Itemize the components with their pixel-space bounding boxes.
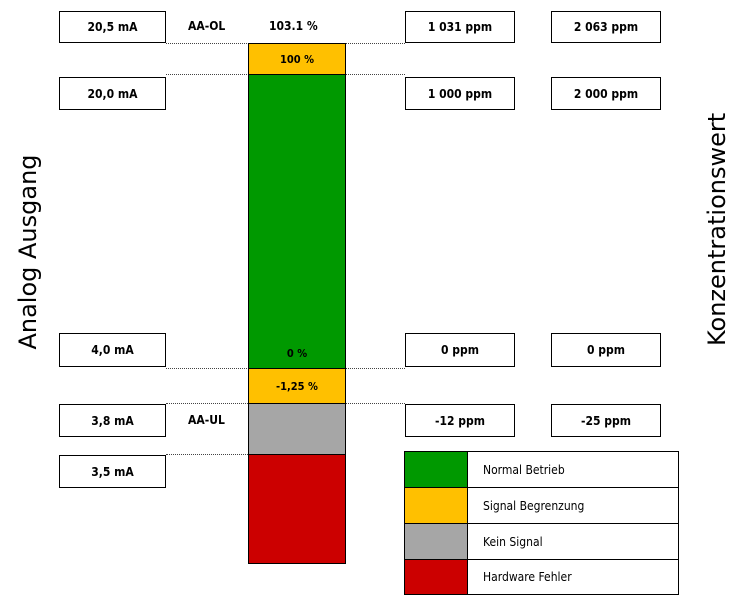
ppm-box-0-b: 0 ppm: [551, 333, 661, 367]
bar-label-0: 0 %: [286, 347, 308, 360]
bar-hardware-fault: [248, 454, 346, 564]
bar-signal-limit-low: -1,25 %: [248, 368, 346, 404]
ppm-box-2063: 2 063 ppm: [551, 11, 661, 43]
legend: Normal Betrieb Signal Begrenzung Kein Si…: [404, 451, 679, 595]
bar-label-100: 100 %: [279, 52, 314, 66]
underload-tag: AA-UL: [188, 413, 225, 427]
legend-item-normal: Normal Betrieb: [404, 451, 679, 487]
guide-line-fault: [166, 454, 248, 455]
guide-line-ul: [166, 403, 248, 404]
legend-swatch-gray: [405, 524, 468, 559]
ppm-box-2000: 2 000 ppm: [551, 77, 661, 110]
ppm-box-1031: 1 031 ppm: [405, 11, 515, 43]
current-box-20-0: 20,0 mA: [59, 77, 166, 110]
legend-label: Kein Signal: [483, 534, 543, 549]
legend-swatch-green: [405, 452, 468, 487]
bar-no-signal: [248, 403, 346, 455]
legend-item-hardware-fault: Hardware Fehler: [404, 559, 679, 595]
legend-swatch-red: [405, 560, 468, 594]
concentration-value-label: Konzentrationswert: [703, 112, 731, 346]
guide-line-ul-right: [346, 403, 405, 404]
ppm-box-0: 0 ppm: [405, 333, 515, 367]
legend-label: Signal Begrenzung: [483, 498, 585, 513]
current-box-20-5: 20,5 mA: [59, 11, 166, 43]
current-box-4-0: 4,0 mA: [59, 333, 166, 367]
bar-normal-operation: 0 %: [248, 74, 346, 369]
legend-item-no-signal: Kein Signal: [404, 523, 679, 559]
overload-tag: AA-OL: [188, 19, 226, 33]
legend-label: Hardware Fehler: [483, 570, 572, 584]
ppm-box-minus-25: -25 ppm: [551, 404, 661, 437]
percent-103: 103.1 %: [269, 19, 318, 33]
current-box-3-8: 3,8 mA: [59, 404, 166, 437]
legend-label: Normal Betrieb: [483, 462, 565, 477]
bar-signal-limit-high: 100 %: [248, 43, 346, 75]
ppm-box-minus-12: -12 ppm: [405, 404, 515, 437]
analog-output-label: Analog Ausgang: [14, 154, 42, 350]
bar-label-minus-1-25: -1,25 %: [276, 379, 318, 393]
legend-item-limit: Signal Begrenzung: [404, 487, 679, 523]
legend-swatch-orange: [405, 488, 468, 523]
ppm-box-1000: 1 000 ppm: [405, 77, 515, 110]
current-box-3-5: 3,5 mA: [59, 455, 166, 488]
